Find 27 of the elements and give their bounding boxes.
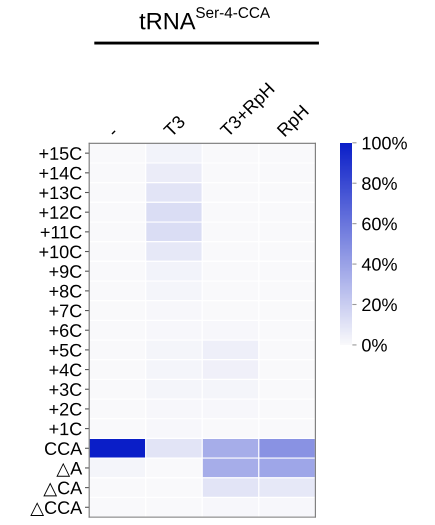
y-tick-label: +14C bbox=[39, 166, 82, 180]
y-tick-label: +8C bbox=[49, 284, 82, 298]
y-tick-label: +9C bbox=[49, 265, 82, 278]
y-tick-label: +2C bbox=[49, 402, 82, 416]
color-bar-label: 60% bbox=[362, 218, 397, 230]
y-tick-label: △CCA bbox=[30, 501, 82, 516]
x-tick-label: T3 bbox=[162, 114, 186, 138]
x-tick-label: - bbox=[111, 130, 116, 134]
y-tick-label: CCA bbox=[45, 442, 82, 455]
y-tick-label: △CA bbox=[43, 482, 82, 496]
color-bar-label: 100% bbox=[362, 136, 407, 150]
y-tick-label: +10C bbox=[39, 245, 82, 258]
y-tick-label: +6C bbox=[49, 324, 82, 337]
y-tick-label: +11C bbox=[40, 226, 82, 239]
y-tick-label: +12C bbox=[39, 206, 82, 219]
color-bar-label: 40% bbox=[362, 258, 397, 271]
color-bar-label: 0% bbox=[362, 338, 387, 352]
y-tick-label: +15C bbox=[39, 147, 82, 160]
y-tick-label: +7C bbox=[49, 304, 82, 318]
y-tick-label: +1C bbox=[49, 422, 82, 436]
color-bar-label: 20% bbox=[362, 298, 397, 312]
color-bar-label: 80% bbox=[362, 177, 397, 190]
y-tick-label: +3C bbox=[49, 383, 82, 396]
y-tick-label: +13C bbox=[39, 186, 82, 200]
y-tick-label: +5C bbox=[49, 344, 82, 357]
y-tick-label: +4C bbox=[49, 364, 82, 376]
y-tick-label: △A bbox=[56, 462, 82, 477]
